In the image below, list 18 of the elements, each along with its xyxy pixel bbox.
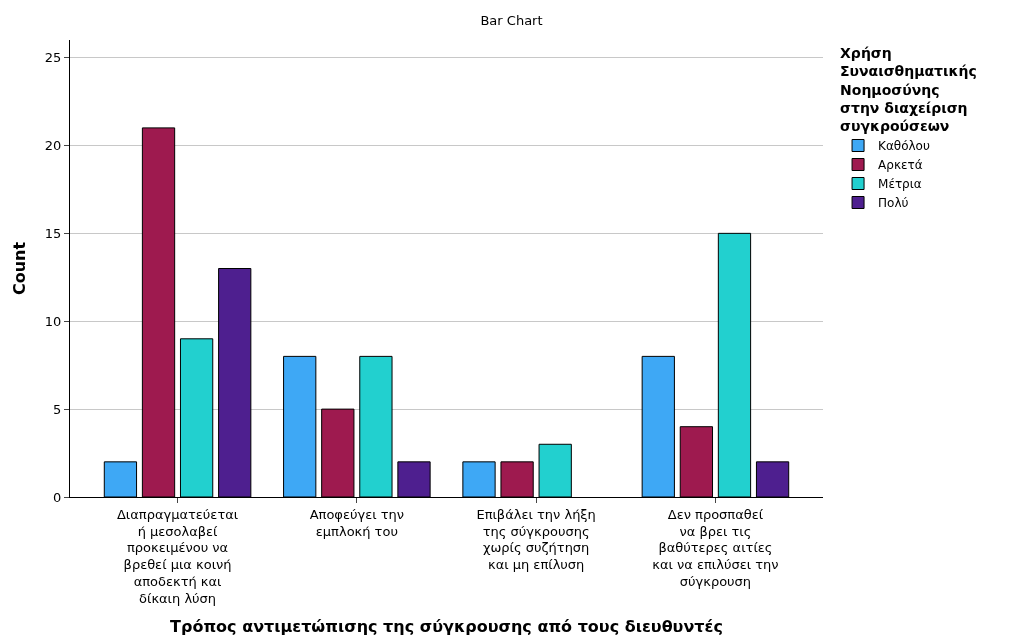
x-tick-label: Αποφεύγει την εμπλοκή του <box>309 506 405 539</box>
x-tick-label: Επιβάλει την λήξη της σύγκρουσης χωρίς συζήτηση και μη επίλυση <box>476 506 596 573</box>
x-tick-label: Δεν προσπαθεί να βρει τις βαθύτερες αιτίες και να επιλύσει την σύγκρουση <box>652 506 779 590</box>
x-axis-title: Τρόπος αντιμετώπισης της σύγκρουσης από τους διευθυντές <box>170 616 723 636</box>
x-tick-label: Διαπραγματεύεται ή μεσολαβεί προκειμένου να βρεθεί μια κοινή αποδεκτή και δίκαιη λύση <box>116 506 239 607</box>
legend-label: Μέτρια <box>878 177 922 192</box>
chart-title: Bar Chart <box>480 13 543 29</box>
y-tick-label: 0 <box>53 489 62 505</box>
y-tick-label: 20 <box>44 138 62 154</box>
y-tick-label: 5 <box>53 401 62 417</box>
y-tick-label: 25 <box>44 50 62 66</box>
y-tick-label: 15 <box>44 225 62 241</box>
legend-label: Αρκετά <box>878 158 923 173</box>
y-tick-label: 10 <box>44 313 62 329</box>
y-axis-title: Count <box>9 241 29 296</box>
legend-label: Καθόλου <box>878 139 930 154</box>
legend-title: Χρήση Συναισθηματικής Νοημοσύνης στην διαχείριση συγκρούσεων <box>840 45 977 134</box>
legend-label: Πολύ <box>878 196 909 211</box>
